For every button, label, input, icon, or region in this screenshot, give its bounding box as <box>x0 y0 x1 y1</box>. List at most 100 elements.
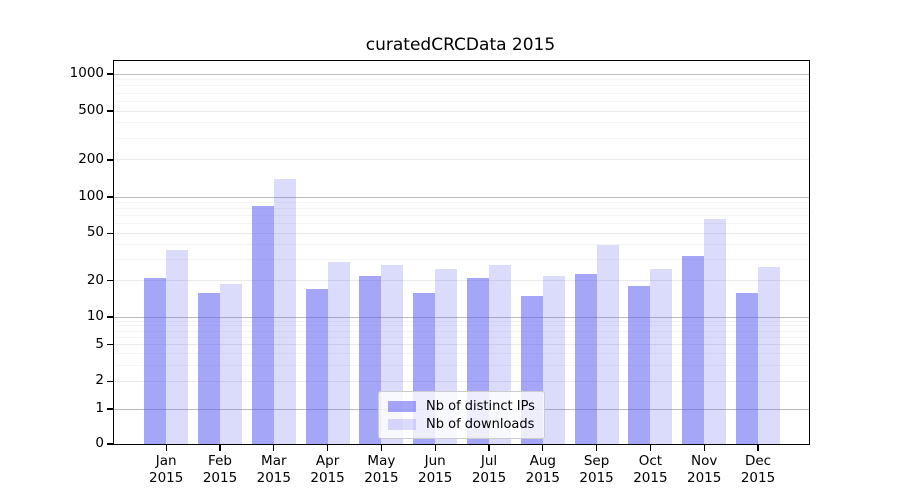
y-tick-label-20: 20 <box>86 271 104 288</box>
gridline-20 <box>114 280 809 282</box>
gridline-minor <box>114 364 809 366</box>
x-tick-jan <box>165 445 167 451</box>
x-tick-label-apr: Apr 2015 <box>298 453 358 487</box>
y-tick-2 <box>107 380 113 382</box>
gridline-minor <box>114 215 809 217</box>
bar-distinct-ips-sep <box>574 273 597 444</box>
x-tick-label-may: May 2015 <box>351 453 411 487</box>
y-tick-label-0: 0 <box>95 435 104 451</box>
bar-downloads-apr <box>327 261 350 444</box>
bar-downloads-jan <box>166 250 189 444</box>
bar-downloads-feb <box>220 283 242 444</box>
gridline-minor <box>114 85 809 87</box>
gridline-10 <box>114 316 809 318</box>
x-tick-label-aug: Aug 2015 <box>513 453 573 487</box>
y-tick-label-10: 10 <box>86 308 104 324</box>
y-tick-20 <box>107 280 113 282</box>
x-tick-sep <box>596 445 598 451</box>
gridline-minor <box>114 201 809 203</box>
bar-downloads-oct <box>650 269 673 444</box>
x-tick-month: Jan <box>155 453 177 469</box>
gridline-minor <box>114 137 809 139</box>
x-tick-label-jan: Jan 2015 <box>136 453 196 487</box>
x-tick-year: 2015 <box>256 470 291 486</box>
y-tick-label-2: 2 <box>95 372 104 389</box>
legend-item-distinct-ips: Nb of distinct IPs <box>388 397 535 415</box>
x-tick-oct <box>649 445 651 451</box>
y-tick-500 <box>107 110 113 112</box>
x-tick-year: 2015 <box>579 470 614 486</box>
y-tick-label-500: 500 <box>78 102 104 119</box>
legend-swatch-distinct-ips <box>388 400 416 412</box>
x-tick-apr <box>327 445 329 451</box>
x-tick-aug <box>542 445 544 451</box>
y-tick-50 <box>107 232 113 234</box>
x-tick-month: Apr <box>315 453 340 469</box>
bar-distinct-ips-may <box>359 275 382 444</box>
gridline-minor <box>114 336 809 338</box>
x-tick-jun <box>434 445 436 451</box>
gridline-minor <box>114 208 809 210</box>
gridline-5 <box>114 344 809 346</box>
y-tick-1000 <box>107 73 113 75</box>
gridline-minor <box>114 330 809 332</box>
x-tick-label-dec: Dec 2015 <box>728 453 788 487</box>
plot-area: 1000 500 200 100 50 20 10 5 2 1 0 Jan 2015 Feb 2015 Mar… <box>70 60 810 486</box>
gridline-minor <box>114 100 809 102</box>
x-tick-year: 2015 <box>471 470 507 486</box>
y-tick-200 <box>107 159 113 161</box>
bar-distinct-ips-feb <box>198 292 220 444</box>
x-tick-year: 2015 <box>418 470 453 486</box>
x-tick-feb <box>219 445 221 451</box>
x-tick-month: Oct <box>638 453 663 469</box>
y-tick-label-1000: 1000 <box>69 65 104 81</box>
x-tick-year: 2015 <box>633 470 668 486</box>
y-tick-label-5: 5 <box>95 335 104 352</box>
legend-label-distinct-ips: Nb of distinct IPs <box>426 398 535 414</box>
y-tick-100 <box>107 196 113 198</box>
legend-item-downloads: Nb of downloads <box>388 415 535 433</box>
y-tick-10 <box>107 316 113 318</box>
bar-downloads-sep <box>596 244 619 444</box>
gridline-100 <box>114 196 809 198</box>
x-tick-month: Aug <box>529 453 556 469</box>
x-tick-month: Sep <box>583 453 610 469</box>
bar-distinct-ips-nov <box>682 256 705 444</box>
gridline-minor <box>114 92 809 94</box>
y-tick-label-50: 50 <box>86 224 104 241</box>
gridline-2 <box>114 380 809 382</box>
y-tick-label-1: 1 <box>95 400 104 416</box>
legend-swatch-downloads <box>388 418 416 430</box>
gridline-500 <box>114 110 809 112</box>
x-tick-year: 2015 <box>525 470 560 486</box>
x-tick-month: Jun <box>424 453 446 469</box>
bar-distinct-ips-jan <box>144 278 167 444</box>
y-tick-1 <box>107 408 113 410</box>
x-tick-year: 2015 <box>310 470 345 486</box>
x-tick-label-feb: Feb 2015 <box>190 453 250 487</box>
gridline-50 <box>114 232 809 234</box>
x-tick-mar <box>273 445 275 451</box>
gridline-minor <box>114 353 809 355</box>
x-tick-may <box>380 445 382 451</box>
y-tick-5 <box>107 344 113 346</box>
bar-downloads-dec <box>758 267 780 444</box>
y-tick-label-100: 100 <box>78 188 104 204</box>
x-tick-year: 2015 <box>740 470 776 486</box>
x-tick-month: Feb <box>208 453 232 469</box>
x-tick-label-mar: Mar 2015 <box>244 453 304 487</box>
x-tick-jul <box>488 445 490 451</box>
gridline-minor <box>114 259 809 261</box>
x-tick-month: Mar <box>261 453 287 469</box>
gridline-minor <box>114 320 809 322</box>
x-tick-year: 2015 <box>364 470 399 486</box>
bar-downloads-nov <box>704 218 727 444</box>
x-tick-month: Nov <box>691 453 718 469</box>
x-tick-year: 2015 <box>149 470 184 486</box>
x-tick-year: 2015 <box>202 470 238 486</box>
bar-distinct-ips-mar <box>251 206 274 444</box>
bar-distinct-ips-dec <box>736 292 758 444</box>
gridline-minor <box>114 325 809 327</box>
x-tick-label-jun: Jun 2015 <box>405 453 465 487</box>
